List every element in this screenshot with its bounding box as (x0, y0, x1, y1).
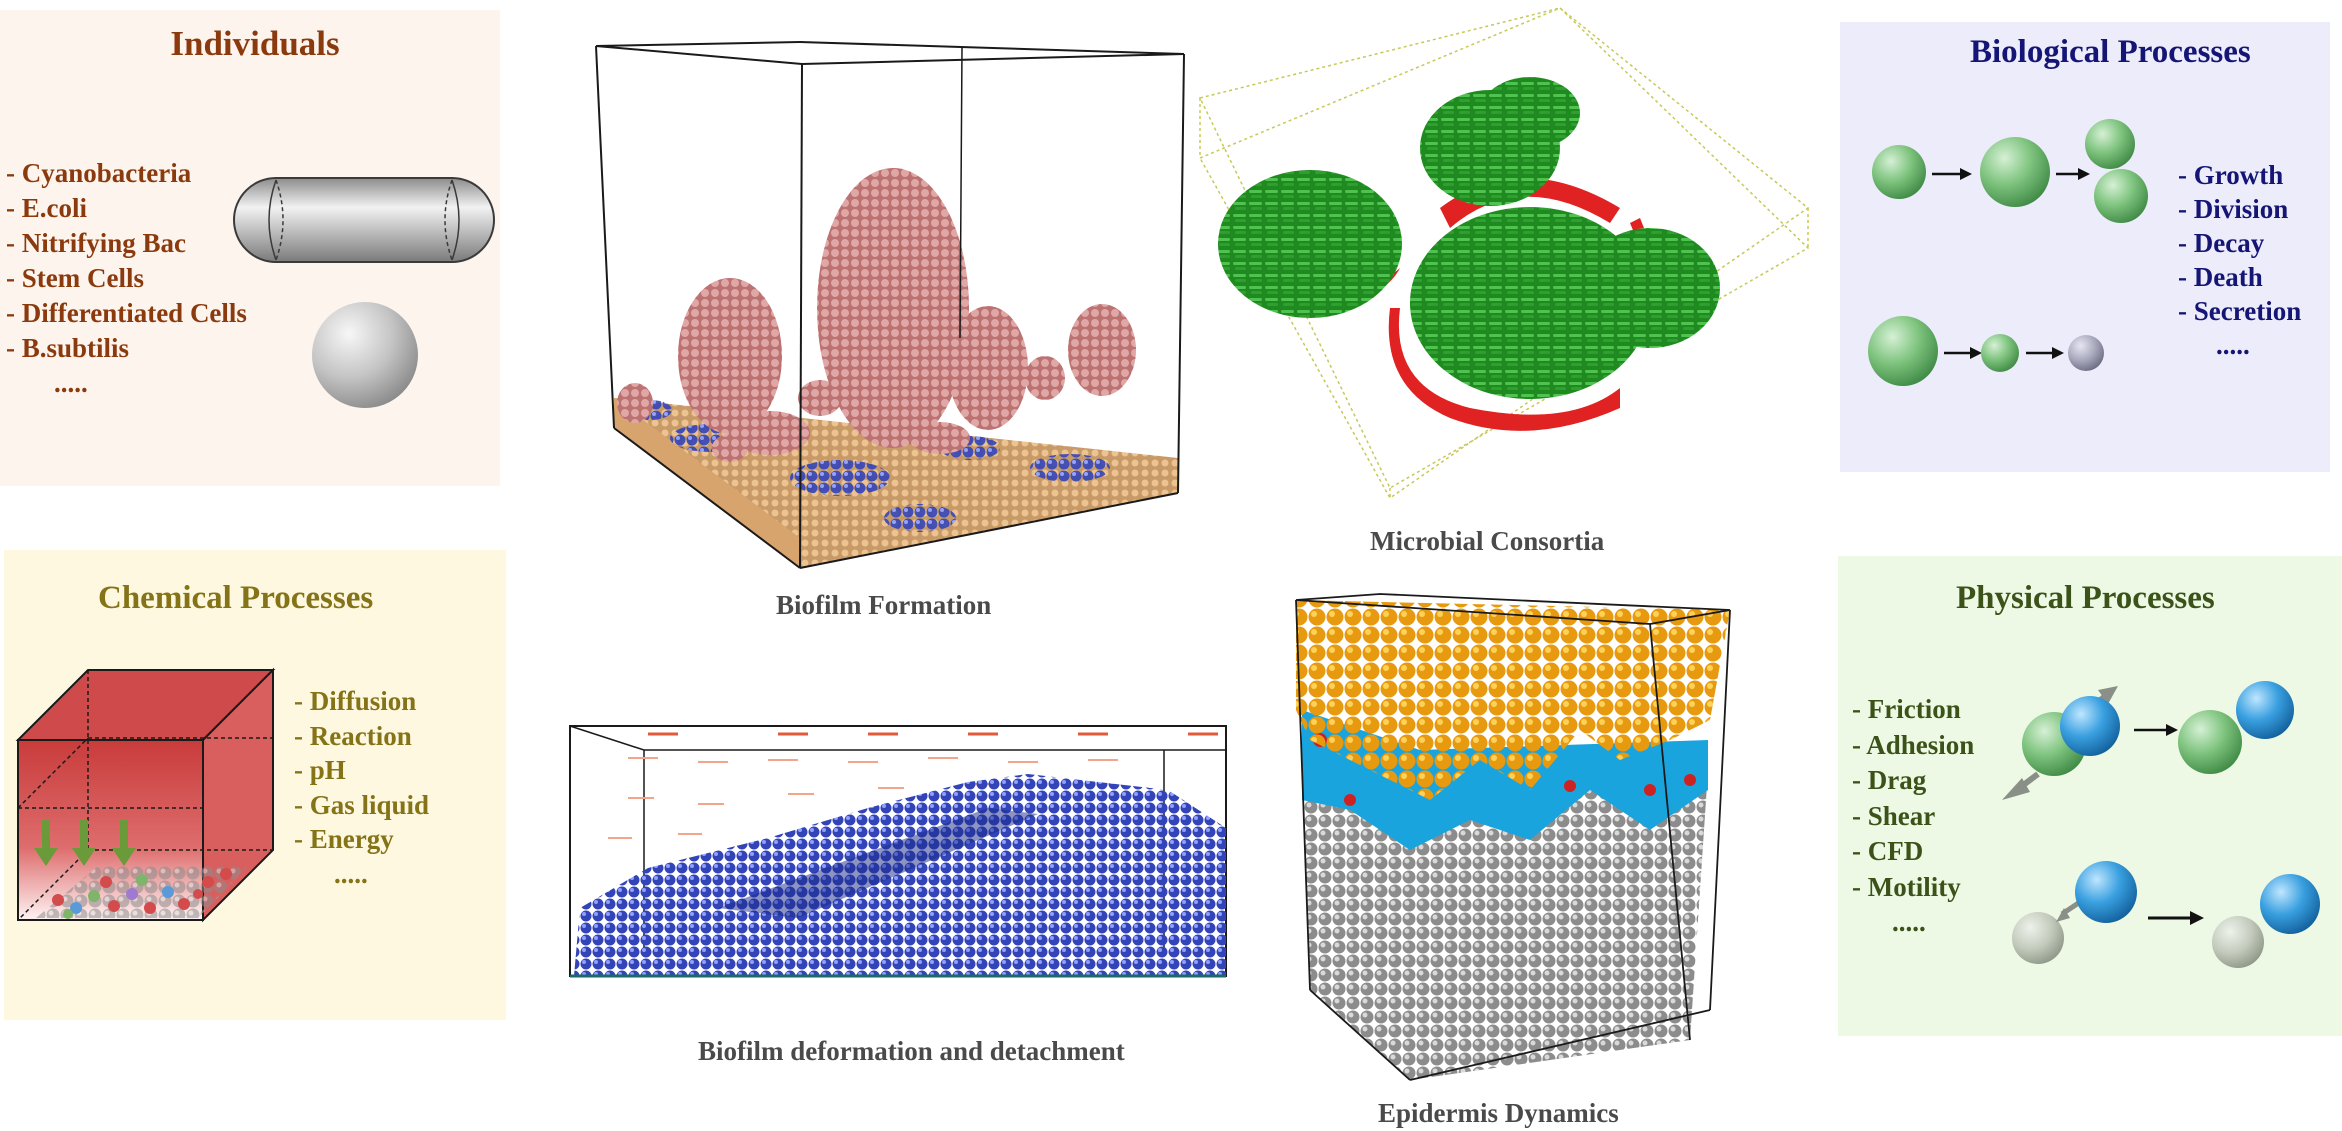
biological-panel: Biological Processes - Growth - Division… (1840, 22, 2330, 472)
sphere-cell-icon (312, 302, 418, 408)
list-item: - pH (294, 755, 346, 785)
list-item: - Reaction (294, 720, 412, 751)
list-item: - Growth (2178, 160, 2284, 190)
list-item: - CFD (1852, 836, 1924, 866)
individuals-title: Individuals (170, 24, 340, 63)
list-item: - Cyanobacteria (6, 158, 192, 188)
rod-cell-icon (233, 177, 495, 263)
decay-diagram (1868, 316, 2104, 386)
biofilm-formation-caption: Biofilm Formation (776, 590, 992, 620)
epidermis-caption: Epidermis Dynamics (1378, 1098, 1619, 1128)
chemical-panel: Chemical Processes - Diffusion - Reactio… (4, 550, 506, 1020)
motility-diagram (2012, 861, 2320, 968)
list-item: - Diffusion (294, 686, 417, 716)
list-item: - Death (2178, 262, 2263, 292)
individuals-list: - Cyanobacteria - E.coli - Nitrifying Ba… (6, 156, 247, 401)
epidermis-illustration (1295, 593, 1731, 1081)
list-item: - Drag (1852, 765, 1927, 795)
diffusion-cube-icon (15, 667, 276, 923)
chemical-list: - Diffusion - Reaction - pH - Gas liquid… (294, 684, 429, 891)
list-item: - Nitrifying Bac (6, 228, 186, 258)
adhesion-diagram (2002, 681, 2294, 800)
list-item: - Division (2178, 194, 2289, 224)
list-item: - Gas liquid (294, 789, 430, 820)
list-item: - Decay (2178, 228, 2265, 258)
individuals-panel: Individuals - Cyanobacteria - E.coli - N… (0, 10, 500, 486)
list-item: - Stem Cells (6, 263, 144, 293)
physical-title: Physical Processes (1956, 580, 2215, 616)
list-item: - Energy (294, 824, 394, 854)
biofilm-deformation-illustration (569, 725, 1227, 978)
list-item: ..... (54, 368, 88, 398)
microbial-consortia-caption: Microbial Consortia (1370, 526, 1605, 556)
list-item: - Secretion (2178, 296, 2302, 326)
list-item: - Adhesion (1852, 729, 1975, 760)
division-diagram (1872, 119, 2148, 223)
list-item: - E.coli (6, 193, 87, 223)
list-item: ..... (334, 858, 368, 889)
list-item: - Shear (1852, 800, 1936, 831)
list-item: - Friction (1852, 694, 1961, 724)
list-item: - Motility (1852, 871, 1961, 902)
biofilm-deformation-caption: Biofilm deformation and detachment (698, 1036, 1125, 1066)
list-item: - Differentiated Cells (6, 298, 247, 328)
chemical-title: Chemical Processes (98, 580, 374, 616)
list-item: ..... (1892, 907, 1926, 937)
biological-title: Biological Processes (1970, 34, 2251, 70)
list-item: - B.subtilis (6, 333, 130, 363)
microbial-consortia-illustration (1198, 7, 1810, 500)
physical-list: - Friction - Adhesion - Drag - Shear - C… (1852, 692, 1974, 941)
physical-panel: Physical Processes - Friction - Adhesion… (1838, 556, 2342, 1036)
biofilm-formation-illustration (595, 41, 1185, 569)
biological-list: - Growth - Division - Decay - Death - Se… (2178, 158, 2301, 362)
list-item: ..... (2216, 330, 2250, 360)
